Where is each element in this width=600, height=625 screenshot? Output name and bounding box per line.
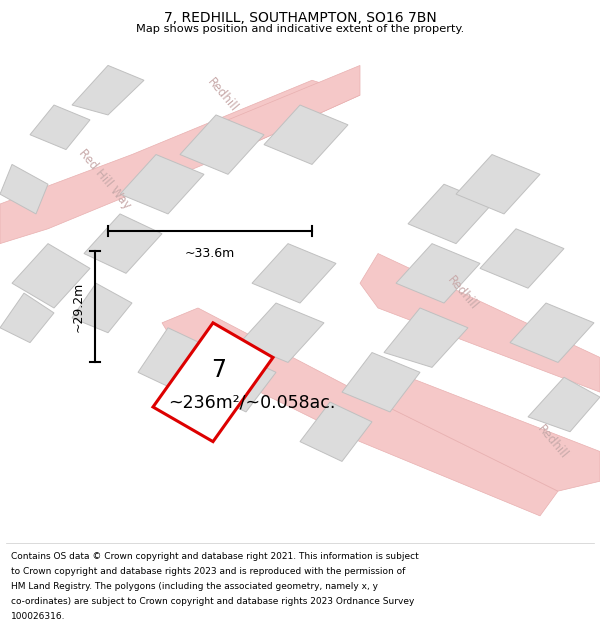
Polygon shape (456, 154, 540, 214)
Text: Redhill: Redhill (534, 422, 570, 461)
Text: ~33.6m: ~33.6m (185, 247, 235, 260)
Text: Redhill: Redhill (444, 274, 480, 312)
Polygon shape (342, 352, 420, 412)
Polygon shape (0, 293, 54, 343)
Text: Contains OS data © Crown copyright and database right 2021. This information is : Contains OS data © Crown copyright and d… (11, 552, 419, 561)
Polygon shape (384, 308, 468, 368)
Text: to Crown copyright and database rights 2023 and is reproduced with the permissio: to Crown copyright and database rights 2… (11, 567, 405, 576)
Polygon shape (12, 244, 90, 308)
Text: 100026316.: 100026316. (11, 612, 65, 621)
Polygon shape (360, 254, 600, 392)
Polygon shape (300, 402, 372, 461)
Polygon shape (0, 80, 360, 244)
Text: ~236m²/~0.058ac.: ~236m²/~0.058ac. (169, 393, 335, 411)
Polygon shape (180, 115, 264, 174)
Polygon shape (30, 105, 90, 149)
Polygon shape (240, 303, 324, 362)
Polygon shape (138, 328, 210, 392)
Text: Red Hill Way: Red Hill Way (76, 147, 134, 212)
Text: 7, REDHILL, SOUTHAMPTON, SO16 7BN: 7, REDHILL, SOUTHAMPTON, SO16 7BN (164, 11, 436, 26)
Polygon shape (204, 352, 276, 412)
Text: Redhill: Redhill (204, 76, 240, 114)
Text: HM Land Registry. The polygons (including the associated geometry, namely x, y: HM Land Registry. The polygons (includin… (11, 582, 378, 591)
Polygon shape (408, 184, 492, 244)
Polygon shape (228, 66, 360, 154)
Polygon shape (510, 303, 594, 362)
Polygon shape (396, 244, 480, 303)
Text: 7: 7 (212, 358, 227, 382)
Text: ~29.2m: ~29.2m (71, 282, 85, 332)
Polygon shape (252, 244, 336, 303)
Polygon shape (378, 372, 600, 491)
Text: Map shows position and indicative extent of the property.: Map shows position and indicative extent… (136, 24, 464, 34)
Polygon shape (153, 323, 273, 442)
Polygon shape (0, 164, 48, 214)
Text: co-ordinates) are subject to Crown copyright and database rights 2023 Ordnance S: co-ordinates) are subject to Crown copyr… (11, 597, 414, 606)
Polygon shape (480, 229, 564, 288)
Polygon shape (72, 66, 144, 115)
Polygon shape (72, 283, 132, 332)
Polygon shape (120, 154, 204, 214)
Polygon shape (84, 214, 162, 273)
Polygon shape (528, 378, 600, 432)
Polygon shape (162, 308, 558, 516)
Polygon shape (264, 105, 348, 164)
